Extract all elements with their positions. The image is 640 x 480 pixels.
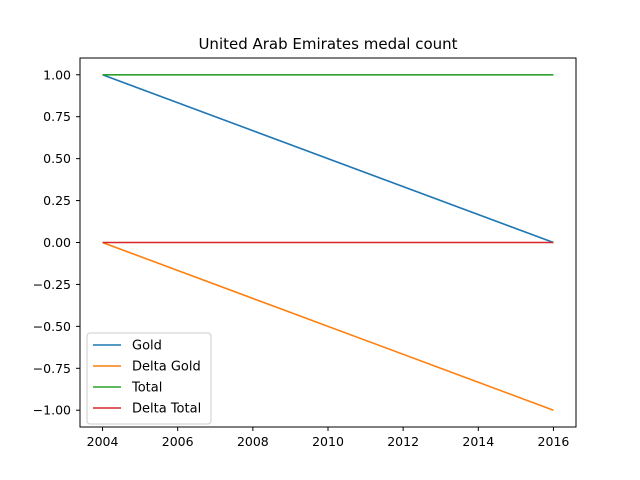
x-tick-label: 2016 [538,434,570,449]
y-tick-label: −0.50 [33,319,71,334]
legend-box [86,332,212,425]
x-tick-label: 2012 [387,434,419,449]
x-axis: 2004 2006 2008 2010 2012 2014 2016 [87,427,570,449]
legend: Gold Delta Gold Total Delta Total [86,332,212,425]
series-layer [102,73,554,411]
legend-label-1: Delta Gold [132,360,201,375]
y-tick-label: −0.25 [33,277,71,292]
x-tick-label: 2004 [87,434,119,449]
x-tick-label: 2006 [162,434,194,449]
chart-title: United Arab Emirates medal count [198,35,457,53]
legend-label-0: Gold [132,339,162,354]
x-tick-label: 2014 [462,434,494,449]
x-tick-label: 2010 [312,434,344,449]
y-tick-label: 0.25 [43,193,71,208]
series-line-1 [102,241,554,411]
x-tick-label: 2008 [237,434,269,449]
y-axis: 1.00 0.75 0.50 0.25 0.00 −0.25 −0.50 −0.75 −1.00 [33,67,80,418]
y-tick-label: 0.75 [43,109,71,124]
y-tick-label: 0.50 [43,151,71,166]
y-tick-label: −0.75 [33,361,71,376]
y-tick-label: 1.00 [43,67,71,82]
y-tick-label: −1.00 [33,403,71,418]
y-tick-label: 0.00 [43,235,71,250]
legend-label-2: Total [131,381,162,396]
series-line-0 [102,74,554,244]
legend-label-3: Delta Total [132,402,201,417]
